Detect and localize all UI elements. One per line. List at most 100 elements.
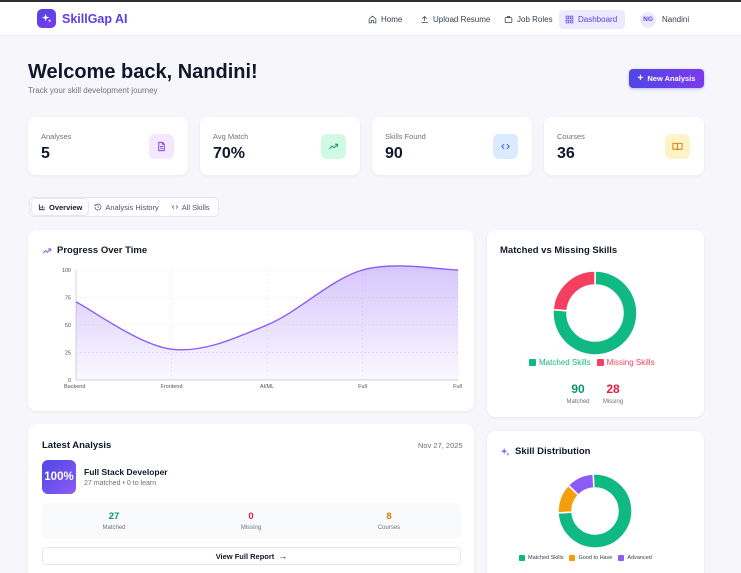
code-icon [171,205,178,209]
role-title[interactable]: Full Stack Developer [84,467,168,477]
legend-item-matched-skills: Matched Skills [519,555,563,561]
summary-missing: 0 Missing [201,511,301,531]
nav-dashboard-label: Dashboard [578,15,618,24]
tab-analysis-history-label: Analysis History [105,202,159,212]
x-tick-label: Backend [64,384,85,390]
legend-label: Matched Skills [539,358,591,367]
stat-card-avg-match: Avg Match 70% [200,117,360,175]
view-full-report-label: View Full Report [215,551,275,561]
series-line [75,265,459,351]
user-name: Nandini [662,15,690,24]
legend-label: Advanced [627,555,652,561]
tab-overview[interactable]: Overview [32,199,89,215]
summary-label: Matched [102,525,126,531]
nav-home-label: Home [381,15,403,24]
grid-icon [565,15,574,24]
x-tick-label: Full [358,384,367,390]
summary-matched: 27 Matched [64,511,164,531]
stat-label: Analyses [41,132,72,141]
sparkles-icon [500,447,510,456]
nav-dashboard[interactable]: Dashboard [559,10,625,29]
legend-item-advanced: Advanced [618,555,652,561]
legend-swatch [596,359,604,366]
matched-panel [487,230,704,417]
trending-up-icon [42,247,52,253]
window-top-border [0,0,741,2]
donut-slice [557,473,633,549]
arrow-right-icon: → [278,551,288,561]
x-tick-label: AI/ML [260,384,274,390]
y-tick-label: 0 [68,378,71,384]
stat-card-skills-found: Skills Found 90 [372,117,532,175]
nav-home[interactable]: Home [362,10,408,29]
legend-swatch [618,555,625,561]
new-analysis-label: New Analysis [647,74,696,83]
avatar: NG [640,11,656,28]
view-full-report-button[interactable]: View Full Report → [42,547,461,565]
stat-value: 70% [213,145,246,162]
stat-card-analyses: Analyses 5 [28,117,188,175]
donut-slice [552,270,638,356]
brand[interactable]: SkillGap AI [37,9,128,28]
stat-label: Skills Found [385,132,426,141]
plus-icon: + [637,72,644,84]
distribution-panel [487,431,704,573]
tab-analysis-history[interactable]: Analysis History [88,199,164,215]
home-icon [368,15,377,24]
analysis-date: Nov 27, 2025 [418,441,463,450]
progress-chart: 0 25 50 75 100 Backend Frontend AI/ML Full Full [62,265,462,390]
legend-item-good-to-have: Good to Have [569,555,612,561]
legend-swatch [569,555,576,561]
analysis-summary: 27 Matched 0 Missing 8 Courses [42,503,461,539]
matched-label: Matched [566,399,590,405]
tab-all-skills-label: All Skills [181,202,210,212]
distribution-legend: Matched Skills Good to Have Advanced [519,555,652,561]
role-summary: 27 matched • 0 to learn [84,480,157,487]
stat-label: Avg Match [213,132,249,141]
document-icon [149,134,174,159]
legend-label: Good to Have [578,555,613,561]
legend-swatch [529,359,536,366]
legend-label: Matched Skills [528,555,564,561]
missing-value: 28 [606,382,620,396]
nav-upload-resume[interactable]: Upload Resume [414,10,496,29]
trending-up-icon [321,134,346,159]
new-analysis-button[interactable]: + New Analysis [629,69,704,88]
matched-donut-chart [552,270,638,356]
summary-label: Courses [377,525,401,531]
legend-item-matched: Matched Skills [529,358,591,367]
legend-swatch [519,555,525,561]
nav-job-roles-label: Job Roles [517,15,553,24]
tab-all-skills[interactable]: All Skills [165,199,216,215]
match-score-badge: 100% [42,460,76,494]
matched-legend: Matched Skills Missing Skills [529,358,655,367]
distribution-donut-chart [557,473,633,549]
nav-job-roles[interactable]: Job Roles [498,10,559,29]
stat-value: 5 [41,145,50,162]
user-menu[interactable]: NG Nandini [634,10,695,29]
distribution-title-text: Skill Distribution [515,446,591,457]
sparkles-icon [37,9,56,28]
briefcase-icon [504,16,513,23]
area-fill [76,265,458,380]
y-tick-label: 25 [65,351,71,357]
stat-value: 90 [385,145,403,162]
summary-label: Missing [240,525,262,531]
stat-card-courses: Courses 36 [544,117,704,175]
latest-title: Latest Analysis [42,440,112,451]
summary-value: 27 [108,511,120,522]
stat-label: Courses [557,132,585,141]
brand-name: SkillGap AI [62,11,128,26]
page-subtitle: Track your skill development journey [28,86,158,95]
x-tick-label: Full [453,384,462,390]
missing-label: Missing [602,399,624,405]
matched-value: 90 [571,382,585,396]
book-icon [665,134,690,159]
summary-courses: 8 Courses [339,511,439,531]
history-icon [95,203,102,211]
donut-slice [552,270,596,312]
legend-label: Missing Skills [606,358,655,367]
bar-chart-icon [38,204,45,211]
legend-item-missing: Missing Skills [596,358,655,367]
tab-overview-label: Overview [49,202,83,212]
